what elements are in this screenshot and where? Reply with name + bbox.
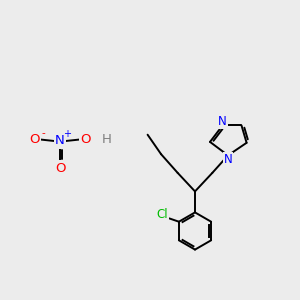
Text: -: - xyxy=(41,128,45,138)
Text: N: N xyxy=(224,153,232,166)
Text: Cl: Cl xyxy=(156,208,168,221)
Text: N: N xyxy=(55,134,65,148)
Text: O: O xyxy=(29,133,40,146)
Text: O: O xyxy=(80,133,91,146)
Text: O: O xyxy=(55,161,65,175)
Text: H: H xyxy=(102,133,111,146)
Text: N: N xyxy=(218,115,227,128)
Text: +: + xyxy=(63,129,71,140)
